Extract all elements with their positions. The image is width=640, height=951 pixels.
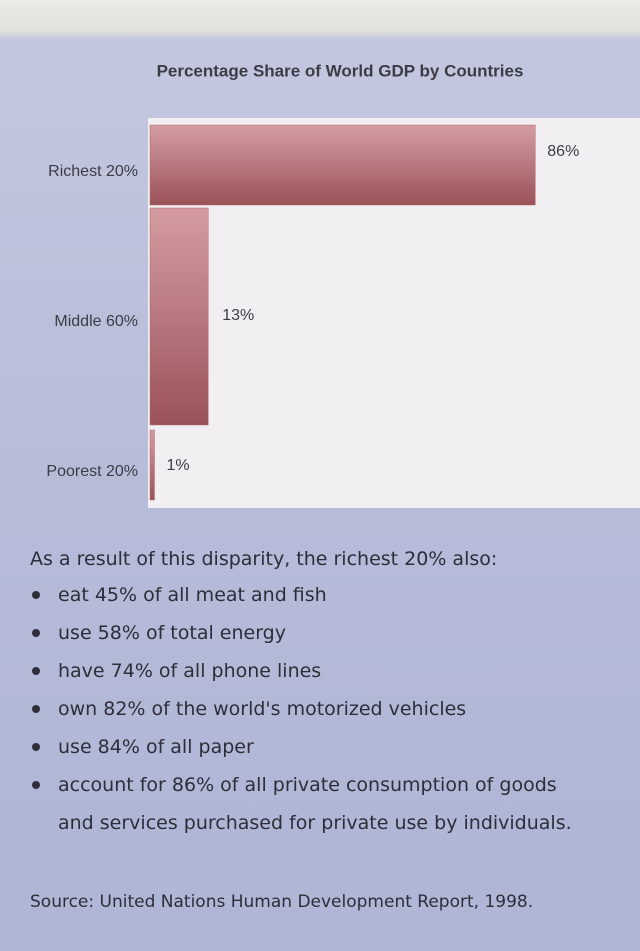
- bar: [149, 124, 536, 206]
- category-label: Middle 60%: [54, 313, 138, 330]
- bullet-item: use 84% of all paper: [30, 728, 588, 766]
- bullet-item: eat 45% of all meat and fish: [30, 576, 588, 614]
- chart-title: Percentage Share of World GDP by Countri…: [157, 61, 524, 80]
- source: Source: United Nations Human Development…: [30, 892, 534, 912]
- notes: As a result of this disparity, the riche…: [30, 548, 620, 842]
- bar: [149, 207, 209, 426]
- value-label: 13%: [222, 307, 254, 324]
- value-label: 86%: [547, 143, 579, 160]
- value-label: 1%: [166, 457, 189, 474]
- bullet-item: own 82% of the world's motorized vehicle…: [30, 690, 588, 728]
- category-label: Poorest 20%: [46, 463, 138, 480]
- bar: [149, 429, 155, 501]
- bullet-item: account for 86% of all private consumpti…: [30, 766, 588, 842]
- category-label: Richest 20%: [48, 163, 138, 180]
- bullet-list: eat 45% of all meat and fish use 58% of t…: [30, 576, 620, 842]
- bullet-item: use 58% of total energy: [30, 614, 588, 652]
- chart: Percentage Share of World GDP by Countri…: [46, 61, 640, 508]
- intro: As a result of this disparity, the riche…: [30, 548, 498, 570]
- bullet-item: have 74% of all phone lines: [30, 652, 588, 690]
